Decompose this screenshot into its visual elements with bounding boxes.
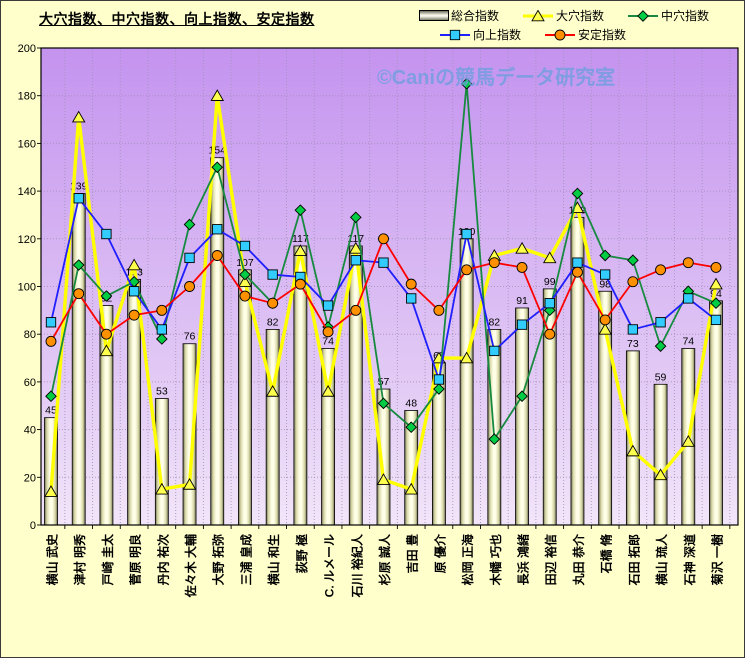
- legend-item-oana: 大穴指数: [522, 7, 604, 24]
- svg-text:73: 73: [627, 338, 639, 350]
- svg-text:石橋 脩: 石橋 脩: [599, 533, 614, 574]
- svg-text:三浦 皇成: 三浦 皇成: [238, 534, 253, 585]
- svg-text:40: 40: [24, 425, 36, 437]
- svg-text:佐々木 大輔: 佐々木 大輔: [183, 534, 198, 598]
- svg-text:横山 武史: 横山 武史: [45, 533, 60, 585]
- svg-text:53: 53: [156, 386, 168, 398]
- svg-text:100: 100: [18, 282, 36, 294]
- svg-text:59: 59: [655, 371, 667, 383]
- svg-text:石田 拓郎: 石田 拓郎: [626, 534, 641, 586]
- legend-label: 安定指数: [578, 28, 627, 42]
- svg-text:田辺 裕信: 田辺 裕信: [543, 534, 558, 585]
- legend-item-antei: 安定指数: [544, 26, 626, 43]
- svg-text:48: 48: [405, 398, 417, 410]
- svg-text:石川 裕紀人: 石川 裕紀人: [349, 533, 364, 598]
- svg-text:140: 140: [18, 186, 36, 198]
- svg-text:117: 117: [292, 233, 309, 245]
- svg-text:長浜 鴻緒: 長浜 鴻緒: [516, 534, 531, 585]
- legend-label: 向上指数: [473, 28, 522, 42]
- svg-text:45: 45: [45, 405, 57, 417]
- svg-text:丸田 恭介: 丸田 恭介: [571, 533, 586, 586]
- line-series-circle: [45, 233, 722, 347]
- svg-text:98: 98: [599, 278, 611, 290]
- svg-text:荻野 極: 荻野 極: [294, 534, 309, 573]
- svg-text:横山 琉人: 横山 琉人: [654, 533, 669, 585]
- svg-text:160: 160: [18, 138, 36, 150]
- svg-text:吉田 豊: 吉田 豊: [405, 534, 420, 573]
- circle-line-swatch-icon: [544, 29, 576, 41]
- svg-text:82: 82: [488, 316, 500, 328]
- line-series-square: [45, 193, 722, 385]
- x-axis-labels: 横山 武史 津村 明秀 戸崎 圭太 菅原 明良 丹内 祐次 佐々木 大輔 大野 拓弥 三浦 皇…: [45, 533, 725, 598]
- svg-text:菊沢 一樹: 菊沢 一樹: [709, 534, 724, 586]
- svg-text:57: 57: [378, 376, 390, 388]
- legend-item-sogo: 総合指数: [419, 7, 499, 24]
- svg-text:C. ルメール: C. ルメール: [323, 534, 337, 597]
- svg-text:原 優介: 原 優介: [432, 533, 447, 573]
- svg-text:60: 60: [24, 377, 36, 389]
- legend-label: 大穴指数: [556, 9, 605, 23]
- svg-text:横山 和生: 横山 和生: [266, 534, 281, 585]
- svg-text:津村 明秀: 津村 明秀: [72, 533, 87, 585]
- line-series-diamond: [45, 77, 722, 445]
- bar-series: [44, 157, 723, 526]
- svg-text:杉原 誠人: 杉原 誠人: [377, 533, 392, 585]
- svg-text:94: 94: [710, 288, 722, 300]
- svg-text:74: 74: [682, 336, 694, 348]
- svg-text:76: 76: [184, 331, 196, 343]
- y-axis-labels: 0 20 40 60 80 100 120 140 160 180 200: [18, 43, 41, 532]
- line-series-triangle: [44, 89, 723, 497]
- svg-text:180: 180: [18, 91, 36, 103]
- chart-title: 大穴指数、中穴指数、向上指数、安定指数: [39, 11, 315, 27]
- x-axis-ticks: [64, 525, 731, 529]
- svg-text:戸崎 圭太: 戸崎 圭太: [100, 533, 115, 585]
- svg-text:0: 0: [30, 520, 36, 532]
- svg-text:74: 74: [322, 336, 334, 348]
- triangle-line-swatch-icon: [522, 8, 554, 22]
- svg-text:91: 91: [516, 295, 528, 307]
- svg-text:丹内 祐次: 丹内 祐次: [155, 534, 170, 585]
- legend-label: 総合指数: [451, 9, 500, 23]
- legend-item-chuana: 中穴指数: [627, 7, 709, 24]
- svg-text:大野 拓弥: 大野 拓弥: [211, 534, 226, 585]
- svg-text:石神 深道: 石神 深道: [682, 534, 697, 586]
- svg-text:20: 20: [24, 472, 36, 484]
- legend: 総合指数 大穴指数 中穴指数 向上指数 安定指数: [414, 6, 734, 48]
- diamond-line-swatch-icon: [627, 9, 659, 22]
- svg-text:82: 82: [267, 316, 279, 328]
- legend-item-kojo: 向上指数: [439, 26, 521, 43]
- bar-swatch-icon: [419, 10, 449, 21]
- watermark: ©Caniの競馬データ研究室: [377, 65, 615, 89]
- svg-text:松岡 正海: 松岡 正海: [460, 534, 475, 585]
- svg-text:107: 107: [236, 257, 254, 269]
- svg-text:99: 99: [544, 276, 556, 288]
- svg-text:木幡 巧也: 木幡 巧也: [488, 534, 503, 586]
- legend-label: 中穴指数: [661, 9, 710, 23]
- svg-text:200: 200: [18, 43, 36, 55]
- square-line-swatch-icon: [439, 29, 471, 41]
- svg-text:80: 80: [24, 329, 36, 341]
- svg-text:120: 120: [18, 234, 36, 246]
- svg-text:菅原 明良: 菅原 明良: [128, 534, 143, 585]
